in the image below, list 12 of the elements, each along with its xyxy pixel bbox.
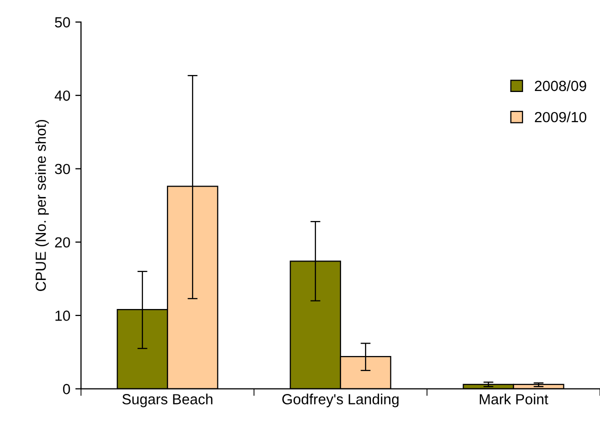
x-tick-label: Mark Point [480,394,548,404]
y-tick-label: 0 [63,384,70,394]
legend-label: 2009/10 [534,112,586,122]
x-tick-label: Godfrey's Landing [282,394,399,408]
y-tick-label: 50 [54,17,70,28]
legend-label: 2008/09 [534,80,586,92]
x-tick-label: Sugars Beach [122,394,212,408]
y-tick-label: 20 [55,237,70,248]
y-tick-label: 40 [54,90,70,101]
y-tick-label: 10 [55,310,70,321]
y-tick-label: 30 [54,164,70,174]
y-axis-title: CPUE (No. per seine shot) [35,120,49,291]
